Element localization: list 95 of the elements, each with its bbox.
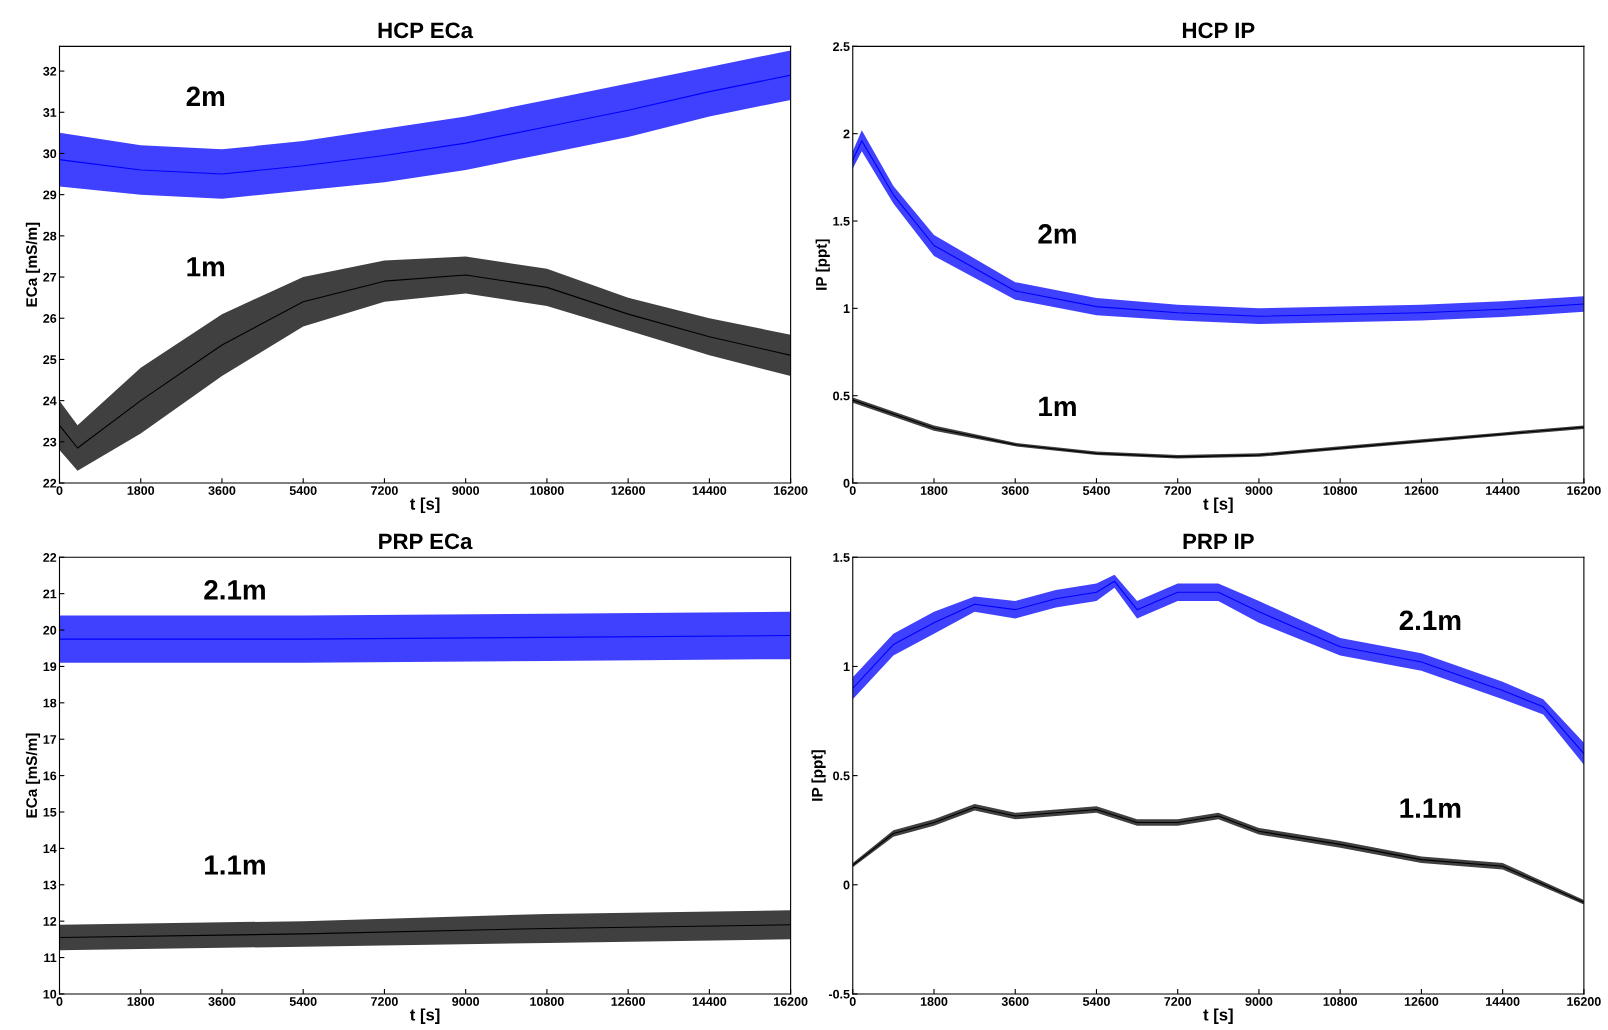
x-tick-label: 0	[56, 997, 63, 1006]
y-tick-label: 22	[43, 478, 57, 488]
x-tick-label: 16200	[774, 997, 808, 1006]
x-tick-label: 9000	[1245, 997, 1273, 1006]
y-tick-label: 11	[44, 953, 57, 963]
y-tick-label: 10	[43, 989, 57, 999]
y-tick-label: 24	[43, 396, 57, 406]
y-tick-label: 15	[43, 807, 57, 817]
y-tick-label: 0	[843, 478, 850, 488]
x-axis-title: t [s]	[409, 1008, 440, 1024]
x-tick-label: 10800	[1323, 997, 1358, 1006]
y-tick-label: 18	[43, 698, 57, 708]
y-tick-label: 1.5	[833, 216, 850, 226]
x-tick-label: 0	[56, 486, 63, 495]
x-tick-label: 5400	[289, 486, 317, 495]
x-tick-label: 14400	[692, 997, 727, 1006]
x-axis-title: t [s]	[1203, 497, 1233, 513]
text: 2m	[186, 86, 225, 106]
x-tick-label: 12600	[611, 486, 646, 495]
x-tick-label: 3600	[208, 997, 236, 1006]
series-label: 2.1m	[1399, 610, 1461, 630]
y-tick-label: 29	[43, 190, 57, 200]
y-tick-label: 0.5	[833, 391, 850, 401]
x-tick-label: 3600	[1001, 486, 1029, 496]
y-tick-label: 1	[843, 304, 850, 313]
x-axis-title: t [s]	[409, 497, 440, 513]
y-tick-label: 30	[43, 149, 57, 159]
x-tick-label: 1800	[127, 997, 155, 1006]
x-tick-label: 12600	[1404, 486, 1439, 495]
y-tick-label: 27	[43, 272, 57, 282]
y-tick-label: 12	[43, 916, 57, 926]
y-tick-label: 19	[43, 662, 57, 672]
x-tick-label: 10800	[1323, 486, 1358, 495]
x-tick-label: 5400	[1082, 997, 1110, 1006]
series-label: 1.1m	[1400, 798, 1461, 818]
y-tick-label: 13	[43, 880, 57, 890]
y-tick-label: 0.5	[833, 771, 850, 781]
x-tick-label: 10800	[530, 997, 564, 1006]
x-tick-label: 9000	[452, 997, 480, 1006]
y-tick-label: 1	[843, 662, 850, 671]
y-tick-label: 20	[43, 625, 57, 635]
chart-title: HCP ECa	[378, 22, 474, 39]
x-tick-label: 10800	[530, 486, 564, 495]
x-tick-label: 16200	[1567, 997, 1601, 1006]
x-tick-label: 5400	[289, 997, 317, 1006]
y-axis-title: IP [ppt]	[811, 750, 826, 801]
y-tick-label: 23	[43, 437, 57, 447]
x-tick-label: 9000	[1245, 486, 1273, 495]
x-tick-label: 16200	[1567, 486, 1601, 495]
x-tick-label: 14400	[692, 486, 727, 495]
y-tick-label: 22	[43, 553, 57, 562]
y-tick-label: 16	[43, 771, 57, 781]
x-tick-label: 7200	[371, 997, 398, 1006]
chart-title: PRP ECa	[379, 533, 473, 550]
x-tick-label: 5400	[1082, 486, 1110, 495]
x-tick-label: 1800	[127, 486, 155, 495]
x-tick-label: 16200	[774, 486, 808, 495]
y-tick-label: 26	[43, 314, 57, 323]
x-tick-label: 0	[849, 997, 856, 1006]
text: 1m	[187, 257, 225, 277]
x-axis-title: t [s]	[1203, 1008, 1233, 1024]
y-tick-label: -0.5	[828, 989, 850, 999]
x-tick-label: 14400	[1486, 486, 1520, 495]
y-axis-title: ECa [mS/m]	[25, 222, 41, 307]
y-axis-title: ECa [mS/m]	[25, 733, 41, 818]
y-tick-label: 1.5	[833, 553, 850, 562]
x-tick-label: 14400	[1486, 997, 1520, 1006]
y-tick-label: 25	[43, 355, 57, 365]
y-tick-label: 0	[843, 880, 850, 890]
x-tick-label: 7200	[371, 486, 398, 495]
x-tick-label: 7200	[1164, 997, 1192, 1006]
text: 1.1m	[205, 855, 265, 875]
series-label: 1m	[1039, 396, 1076, 416]
x-tick-label: 12600	[1404, 997, 1439, 1006]
x-tick-label: 1800	[920, 997, 948, 1006]
series-label: 2m	[1038, 224, 1076, 244]
x-tick-label: 9000	[452, 486, 480, 495]
y-tick-label: 2.5	[833, 42, 850, 51]
x-tick-label: 1800	[920, 486, 948, 495]
chart-title: PRP IP	[1183, 533, 1254, 549]
chart-title: HCP IP	[1182, 22, 1255, 39]
y-tick-label: 28	[43, 231, 57, 241]
x-tick-label: 0	[849, 486, 856, 495]
x-tick-label: 7200	[1164, 486, 1192, 495]
y-tick-label: 31	[43, 108, 57, 117]
y-axis-title: IP [ppt]	[815, 239, 830, 290]
x-tick-label: 12600	[611, 997, 646, 1006]
series-label: 2.1m	[204, 579, 265, 600]
y-tick-label: 2	[843, 129, 850, 139]
y-tick-label: 14	[43, 844, 57, 853]
x-tick-label: 3600	[1001, 997, 1029, 1006]
y-tick-label: 21	[43, 589, 57, 599]
y-tick-label: 32	[43, 66, 57, 76]
y-tick-label: 17	[43, 735, 57, 744]
x-tick-label: 3600	[208, 486, 236, 496]
